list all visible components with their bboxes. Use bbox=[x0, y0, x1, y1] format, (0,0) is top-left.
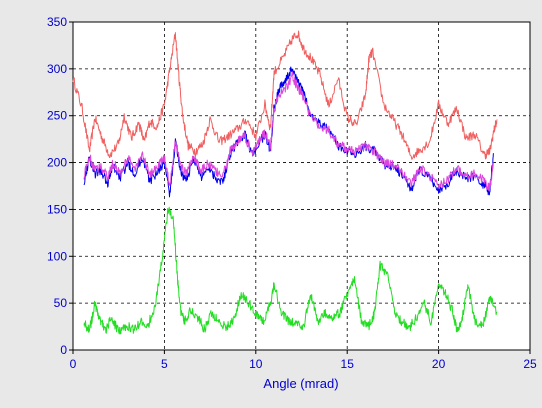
y-tick-label: 350 bbox=[47, 15, 67, 29]
x-tick-label: 20 bbox=[432, 357, 446, 371]
series-line-4 bbox=[83, 206, 498, 335]
series-line-1 bbox=[72, 30, 498, 160]
grid-lines bbox=[73, 22, 530, 350]
x-tick-label: 0 bbox=[70, 357, 77, 371]
series-layer bbox=[72, 30, 498, 335]
y-tick-label: 0 bbox=[60, 343, 67, 357]
series-line-3 bbox=[83, 71, 494, 192]
x-axis-title: Angle (mrad) bbox=[263, 376, 338, 391]
y-tick-label: 150 bbox=[47, 202, 67, 216]
y-tick-label: 50 bbox=[54, 296, 68, 310]
x-tick-label: 10 bbox=[249, 357, 263, 371]
y-tick-label: 300 bbox=[47, 62, 67, 76]
y-tick-label: 200 bbox=[47, 156, 67, 170]
x-tick-label: 5 bbox=[161, 357, 168, 371]
plot-area bbox=[72, 21, 531, 351]
y-tick-label: 250 bbox=[47, 109, 67, 123]
x-tick-label: 15 bbox=[341, 357, 355, 371]
y-tick-label: 100 bbox=[47, 249, 67, 263]
x-tick-label: 25 bbox=[523, 357, 537, 371]
